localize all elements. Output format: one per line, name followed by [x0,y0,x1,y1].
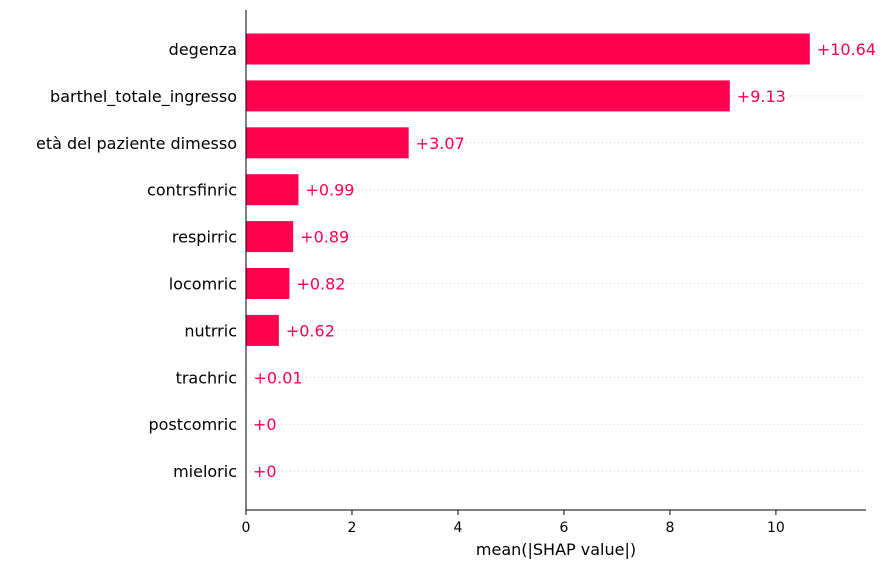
value-label: +0.62 [286,321,335,340]
value-labels: +10.64 +9.13 +3.07 +0.99 +0.89 +0.82 +0.62 +0.0… [253,40,876,481]
feature-label: postcomric [148,415,237,434]
bar [246,174,299,206]
bar [246,33,810,65]
value-label: +0.89 [300,228,349,247]
feature-label: mieloric [173,462,237,481]
feature-label: barthel_totale_ingresso [50,87,237,107]
x-tick-label: 0 [242,520,251,536]
bar [246,80,730,112]
value-label: +0 [253,462,277,481]
bars [246,33,810,393]
value-label: +0.99 [305,181,354,200]
feature-label: respirric [172,228,237,247]
feature-labels: degenza barthel_totale_ingresso età del pa… [36,40,237,481]
bar [246,268,290,299]
value-label: +0.01 [254,368,303,387]
x-tick-label: 10 [767,520,785,536]
x-tick-label: 6 [559,520,568,536]
value-label: +0 [253,415,277,434]
value-label: +10.64 [817,40,876,59]
x-axis-label: mean(|SHAP value|) [476,540,636,559]
value-label: +9.13 [737,87,786,106]
feature-label: locomric [169,275,237,294]
x-tick-label: 8 [665,520,674,536]
value-label: +3.07 [416,134,465,153]
bar [246,314,279,346]
grid-lines [246,48,866,472]
feature-label: trachric [176,368,237,387]
feature-label: contrsfinric [147,181,237,200]
x-tick-label: 4 [454,520,463,536]
bar [246,127,409,159]
feature-label: nutrric [184,321,237,340]
value-label: +0.82 [296,275,345,294]
x-tick-label: 2 [348,520,357,536]
bar [246,221,294,253]
feature-label: degenza [169,40,237,59]
feature-label: età del paziente dimesso [36,134,237,153]
x-axis-ticks: 0 2 4 6 8 10 [242,510,785,536]
